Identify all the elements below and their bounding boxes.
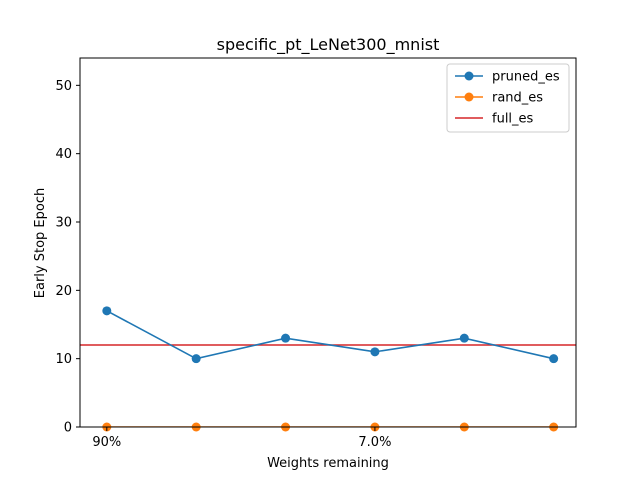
- y-tick-label: 20: [55, 284, 72, 299]
- legend-swatch-marker: [464, 92, 474, 102]
- y-tick-label: 30: [55, 216, 72, 231]
- legend-item-full_es: full_es: [455, 112, 534, 127]
- legend-label: pruned_es: [492, 70, 560, 85]
- plot-area: 0 10 20 30 40 50 90% 7.0%: [55, 57, 577, 450]
- legend-box: [446, 63, 570, 133]
- legend: pruned_es rand_es full_es: [446, 63, 570, 133]
- y-axis-label: Early Stop Epoch: [33, 188, 48, 298]
- y-tick-label: 50: [55, 79, 72, 94]
- y-tick-label: 40: [55, 147, 72, 162]
- x-axis-label: Weights remaining: [267, 456, 389, 471]
- legend-label: rand_es: [492, 91, 543, 106]
- legend-swatch-marker: [464, 71, 474, 81]
- x-tick-label: 90%: [92, 435, 121, 450]
- y-tick-label: 0: [64, 421, 72, 436]
- data-point-pruned_es: [370, 347, 380, 357]
- data-point-pruned_es: [549, 354, 559, 364]
- legend-item-pruned_es: pruned_es: [455, 70, 560, 85]
- data-point-pruned_es: [102, 306, 112, 316]
- legend-item-rand_es: rand_es: [455, 91, 543, 106]
- legend-label: full_es: [492, 112, 534, 127]
- data-point-pruned_es: [459, 333, 469, 343]
- data-point-pruned_es: [191, 354, 201, 364]
- chart-title: specific_pt_LeNet300_mnist: [217, 35, 440, 55]
- series-line-pruned_es: [106, 310, 554, 360]
- y-tick-label: 10: [55, 352, 72, 367]
- data-point-pruned_es: [281, 333, 291, 343]
- axes-frame: [79, 57, 577, 428]
- x-tick-label: 7.0%: [358, 435, 391, 450]
- series-layer: [80, 310, 576, 427]
